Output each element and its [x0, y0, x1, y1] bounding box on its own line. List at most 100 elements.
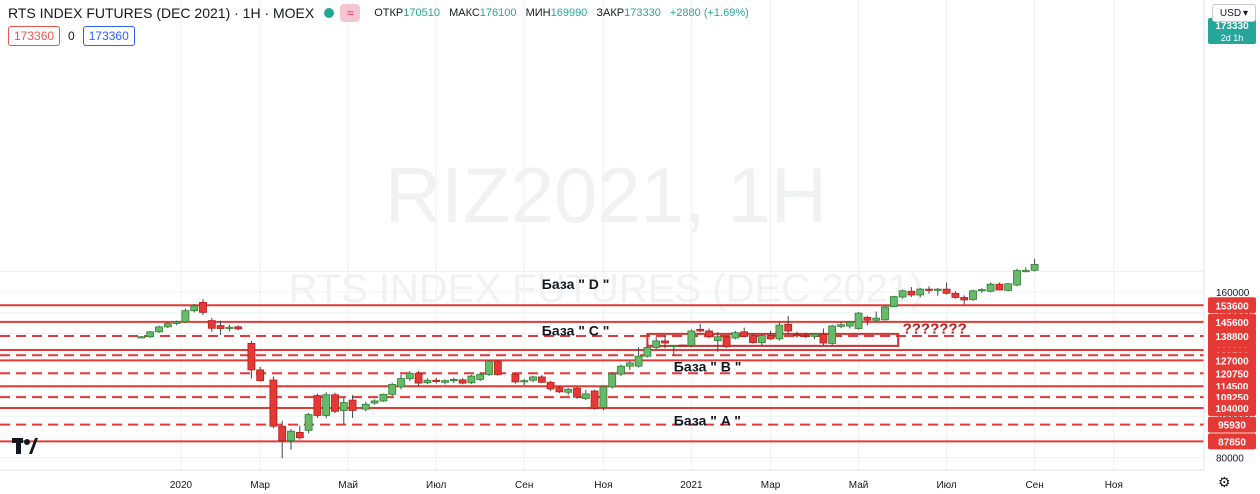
candle-body	[625, 362, 634, 367]
annotation-label: ???????	[903, 320, 967, 337]
spread-value: 0	[68, 29, 75, 43]
candle-body	[295, 432, 304, 439]
candle-body	[146, 331, 155, 338]
time-axis: 2020 Мар Май Июл Сен Ноя 2021 Мар Май Июл Сен Ноя	[0, 469, 1204, 494]
wave-icon[interactable]: ≈	[340, 4, 361, 22]
candle	[757, 333, 766, 346]
candle-body	[713, 336, 722, 341]
candle-body	[379, 393, 388, 402]
candle-body	[678, 344, 687, 347]
candle-body	[423, 379, 432, 384]
candle-body	[485, 360, 493, 375]
candle-body	[705, 330, 713, 338]
candle-body	[661, 340, 669, 344]
candle-body	[863, 316, 872, 321]
candle	[313, 393, 322, 418]
level-price-label: 153600	[1215, 301, 1249, 312]
watermark: RIZ2021, 1H RTS INDEX FUTURES (DEC 2021)	[289, 151, 924, 311]
watermark-symbol: RIZ2021, 1H	[385, 151, 827, 239]
symbol-title[interactable]: RTS INDEX FUTURES (DEC 2021) · 1H · MOEX	[8, 5, 315, 21]
low-value: 169990	[550, 7, 588, 19]
candle	[793, 331, 801, 338]
currency-selector[interactable]: USD ▾	[1212, 4, 1256, 22]
consolidation-box-rect	[646, 332, 900, 347]
buy-button[interactable]: 173360	[82, 26, 135, 46]
candle	[256, 366, 265, 382]
candle	[458, 378, 467, 385]
candle-body	[766, 335, 775, 340]
candle-body	[722, 336, 731, 348]
candle-body	[476, 374, 485, 380]
annotation-label: База " B "	[674, 359, 742, 375]
candle	[696, 323, 705, 333]
gear-icon[interactable]: ⚙	[1218, 474, 1231, 490]
level-price-tag	[1208, 399, 1256, 416]
candle	[234, 325, 243, 331]
currency-label: USD	[1219, 7, 1242, 19]
candle	[163, 322, 172, 329]
time-tick-label: Сен	[1025, 480, 1043, 491]
candle-body	[537, 376, 546, 383]
level-price-label: 114500	[1216, 382, 1249, 393]
candle	[199, 299, 207, 316]
time-tick-label: Ноя	[594, 480, 612, 491]
candle-body	[339, 402, 348, 411]
candle-body	[837, 324, 845, 327]
candle	[207, 317, 216, 332]
candle	[625, 361, 634, 370]
level-price-label: 95930	[1218, 421, 1246, 432]
time-tick-label: Сен	[515, 480, 533, 491]
candle	[898, 289, 907, 299]
candle	[678, 344, 687, 347]
candle-body	[889, 296, 898, 307]
candle	[643, 346, 652, 358]
candle-body	[916, 288, 925, 296]
candle	[907, 287, 916, 298]
candle	[687, 329, 696, 348]
candle	[872, 311, 881, 322]
candle	[190, 304, 199, 313]
candle-body	[207, 320, 216, 329]
time-axis-bg	[0, 470, 1204, 494]
candle	[722, 335, 731, 348]
candle-body	[190, 305, 199, 312]
consolidation-box	[646, 332, 900, 347]
tradingview-logo-icon[interactable]	[12, 438, 38, 462]
candle-body	[749, 335, 757, 343]
candle	[520, 379, 529, 386]
grid	[0, 0, 1204, 470]
support-resistance-levels	[0, 304, 1204, 443]
annotation-label: База " A "	[674, 412, 741, 428]
candle	[432, 377, 441, 384]
candle	[837, 322, 845, 329]
candle-body	[520, 380, 529, 383]
candle	[546, 380, 555, 392]
candle	[828, 324, 837, 346]
sell-button[interactable]: 173360	[8, 26, 61, 46]
time-tick-label: Июл	[936, 480, 956, 491]
candle	[304, 412, 313, 434]
candle	[951, 291, 960, 299]
candle	[441, 379, 449, 385]
candle	[581, 389, 590, 401]
candle-body	[696, 328, 705, 332]
candle-body	[361, 403, 370, 410]
candle	[564, 388, 573, 396]
candle	[1021, 267, 1030, 273]
chevron-down-icon: ▾	[1243, 7, 1249, 19]
candle	[986, 282, 995, 293]
level-price-tag	[1208, 327, 1256, 344]
candle	[801, 332, 810, 339]
candle	[278, 420, 287, 459]
candle	[925, 286, 933, 294]
candle	[295, 425, 304, 440]
candle	[370, 399, 379, 405]
watermark-name: RTS INDEX FUTURES (DEC 2021)	[289, 267, 924, 311]
candle	[995, 282, 1004, 291]
candle	[423, 378, 432, 385]
candle-body	[256, 369, 265, 382]
candle-body	[960, 297, 969, 301]
candle	[599, 385, 608, 411]
candle	[555, 386, 564, 394]
